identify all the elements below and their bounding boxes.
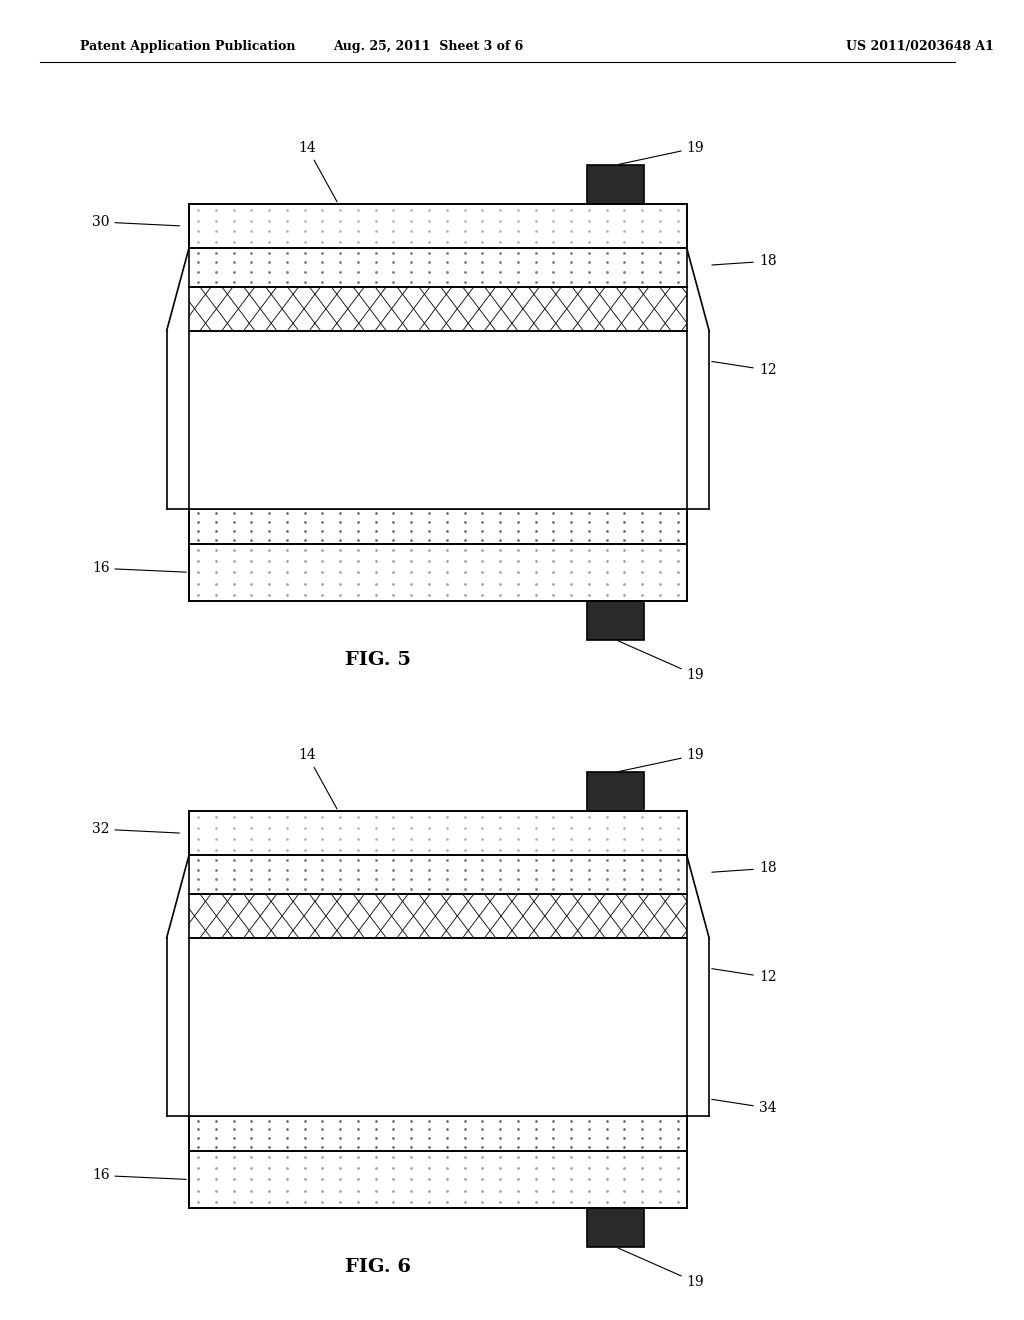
Text: 34: 34: [712, 1100, 776, 1115]
Bar: [189, 205, 687, 248]
Text: 19: 19: [618, 1249, 705, 1290]
Text: Patent Application Publication: Patent Application Publication: [80, 40, 295, 53]
Bar: [189, 894, 687, 937]
Bar: [189, 855, 687, 894]
Bar: [189, 812, 687, 855]
Bar: [587, 601, 644, 640]
Text: FIG. 6: FIG. 6: [345, 1258, 412, 1276]
Bar: [189, 812, 687, 855]
Bar: [189, 330, 687, 510]
Bar: [189, 1151, 687, 1208]
Bar: [189, 544, 687, 601]
Text: 18: 18: [712, 862, 776, 875]
Text: 14: 14: [299, 141, 337, 202]
Bar: [189, 248, 687, 286]
Bar: [189, 937, 687, 1117]
Bar: [189, 248, 687, 286]
Text: 30: 30: [92, 215, 179, 228]
Text: 16: 16: [92, 561, 186, 576]
Text: 32: 32: [92, 822, 179, 836]
Bar: [587, 165, 644, 205]
Bar: [189, 544, 687, 601]
Text: 19: 19: [618, 642, 705, 682]
Bar: [189, 1117, 687, 1151]
Bar: [189, 286, 687, 330]
Text: 16: 16: [92, 1168, 186, 1183]
Bar: [189, 1117, 687, 1151]
Bar: [189, 510, 687, 544]
Bar: [189, 1151, 687, 1208]
Text: 19: 19: [618, 748, 705, 772]
Bar: [587, 1208, 644, 1247]
Bar: [587, 772, 644, 812]
Bar: [189, 894, 687, 937]
Text: 18: 18: [712, 255, 776, 268]
Text: Aug. 25, 2011  Sheet 3 of 6: Aug. 25, 2011 Sheet 3 of 6: [333, 40, 523, 53]
Text: 14: 14: [299, 748, 337, 809]
Text: 19: 19: [618, 141, 705, 165]
Bar: [189, 510, 687, 544]
Bar: [189, 286, 687, 330]
Bar: [189, 855, 687, 894]
Bar: [189, 205, 687, 248]
Text: FIG. 5: FIG. 5: [345, 651, 412, 669]
Text: 12: 12: [712, 969, 776, 985]
Text: US 2011/0203648 A1: US 2011/0203648 A1: [846, 40, 993, 53]
Text: 12: 12: [712, 362, 776, 378]
